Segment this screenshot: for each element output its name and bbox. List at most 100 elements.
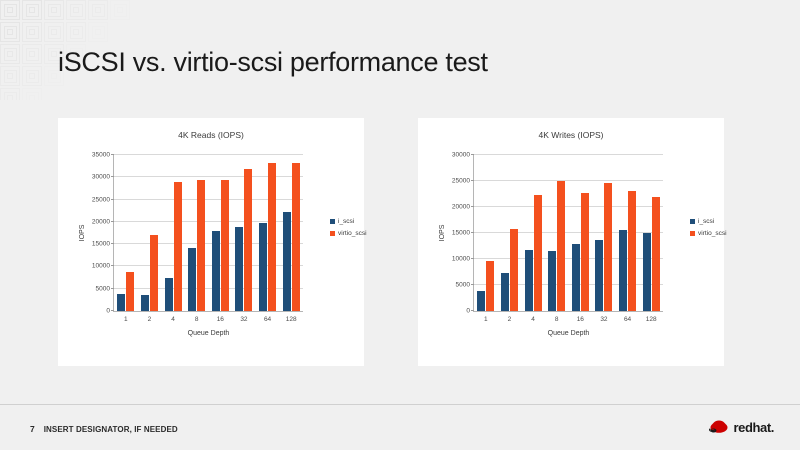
bar-i_scsi[interactable] bbox=[477, 290, 486, 311]
bar-virtio_scsi[interactable] bbox=[149, 235, 158, 311]
bar-group bbox=[616, 155, 640, 311]
bar-group bbox=[592, 155, 616, 311]
bar-group bbox=[498, 155, 522, 311]
gridline bbox=[474, 258, 663, 259]
bar-virtio_scsi[interactable] bbox=[580, 193, 589, 311]
bar-virtio_scsi[interactable] bbox=[628, 190, 637, 311]
bar-virtio_scsi[interactable] bbox=[533, 194, 542, 311]
bar-virtio_scsi[interactable] bbox=[268, 163, 277, 311]
x-axis: 1 2 4 8 16 32 64 128 bbox=[474, 311, 663, 323]
bar-group bbox=[545, 155, 569, 311]
bar-i_scsi[interactable] bbox=[164, 277, 173, 311]
x-axis-tick-label: 32 bbox=[240, 316, 248, 323]
legend-item-i_scsi[interactable]: i_scsi bbox=[330, 218, 367, 225]
bar-i_scsi[interactable] bbox=[211, 231, 220, 311]
x-axis-tick-label: 128 bbox=[645, 316, 657, 323]
bar-i_scsi[interactable] bbox=[282, 212, 291, 311]
bar-virtio_scsi[interactable] bbox=[244, 168, 253, 311]
gridline bbox=[114, 287, 303, 289]
y-axis-tick-mark bbox=[471, 154, 474, 155]
gridline bbox=[114, 243, 303, 245]
x-axis-tick-label: 64 bbox=[263, 316, 272, 323]
y-axis-tick-mark bbox=[111, 154, 114, 155]
y-axis-label: IOPS bbox=[78, 224, 86, 242]
gridline bbox=[114, 220, 303, 222]
bar-i_scsi[interactable] bbox=[571, 243, 580, 311]
bar-i_scsi[interactable] bbox=[117, 293, 126, 311]
legend-swatch-icon bbox=[330, 231, 335, 236]
y-axis-tick-mark bbox=[111, 310, 114, 311]
x-axis: 1 2 4 8 16 32 64 128 bbox=[114, 311, 303, 323]
x-axis-label: Queue Depth bbox=[187, 330, 230, 337]
y-axis-tick-label: 25000 bbox=[91, 196, 110, 204]
chart-panel-reads: 4K Reads (IOPS) 0 5000 10000 15000 20000 25000… bbox=[58, 118, 367, 366]
gridline bbox=[114, 176, 303, 178]
bar-i_scsi[interactable] bbox=[259, 222, 268, 311]
bar-virtio_scsi[interactable] bbox=[197, 180, 206, 311]
x-axis-tick-label: 16 bbox=[216, 316, 224, 323]
gridline bbox=[114, 154, 303, 155]
bar-i_scsi[interactable] bbox=[595, 240, 604, 311]
chart-title: 4K Writes (IOPS) bbox=[538, 130, 604, 140]
y-axis-tick-mark bbox=[471, 258, 474, 259]
bar-virtio_scsi[interactable] bbox=[126, 272, 135, 311]
legend-item-virtio_scsi[interactable]: virtio_scsi bbox=[330, 230, 367, 237]
legend-item-i_scsi[interactable]: i_scsi bbox=[690, 218, 727, 225]
chart-panel-writes: 4K Writes (IOPS) 0 5000 10000 15000 20000 2500… bbox=[418, 118, 727, 366]
legend-swatch-icon bbox=[330, 219, 335, 224]
bar-virtio_scsi[interactable] bbox=[220, 179, 229, 311]
bar-virtio_scsi[interactable] bbox=[173, 181, 182, 311]
y-axis-tick-mark bbox=[111, 198, 114, 200]
bar-i_scsi[interactable] bbox=[619, 230, 628, 311]
y-axis-tick-mark bbox=[471, 310, 474, 311]
y-axis-tick-label: 25000 bbox=[451, 177, 470, 185]
gridline bbox=[114, 265, 303, 267]
x-axis-tick-label: 8 bbox=[194, 316, 199, 323]
bar-i_scsi[interactable] bbox=[188, 248, 197, 311]
x-axis-tick-label: 1 bbox=[124, 316, 128, 323]
gridline bbox=[474, 180, 663, 181]
bar-group bbox=[114, 155, 138, 311]
y-axis-tick-label: 10000 bbox=[451, 255, 470, 263]
bar-group bbox=[569, 155, 593, 311]
bar-virtio_scsi[interactable] bbox=[557, 181, 566, 311]
legend-label: virtio_scsi bbox=[698, 230, 727, 237]
gridline bbox=[474, 284, 663, 285]
bar-i_scsi[interactable] bbox=[548, 251, 557, 311]
bar-virtio_scsi[interactable] bbox=[651, 196, 660, 311]
bar-virtio_scsi[interactable] bbox=[604, 182, 613, 311]
bar-virtio_scsi[interactable] bbox=[291, 162, 300, 311]
gridline bbox=[474, 154, 663, 155]
bar-i_scsi[interactable] bbox=[235, 227, 244, 311]
gridline bbox=[474, 232, 663, 233]
bar-group bbox=[256, 155, 280, 311]
y-axis-tick-mark bbox=[471, 180, 474, 181]
bar-group bbox=[474, 155, 498, 311]
y-axis-tick-mark bbox=[111, 243, 114, 245]
bar-virtio_scsi[interactable] bbox=[486, 261, 495, 311]
brand-wordmark: redhat. bbox=[733, 419, 774, 435]
bars-layer bbox=[474, 155, 663, 311]
bar-i_scsi[interactable] bbox=[500, 272, 509, 311]
bar-i_scsi[interactable] bbox=[524, 249, 533, 311]
legend-label: i_scsi bbox=[338, 218, 355, 225]
x-axis-tick-label: 16 bbox=[576, 316, 584, 323]
y-axis-tick-label: 15000 bbox=[451, 229, 470, 237]
plot-area: 0 5000 10000 15000 20000 25000 30000 35000 IOPS 1… bbox=[79, 152, 303, 337]
bars-layer bbox=[114, 155, 303, 311]
bar-i_scsi[interactable] bbox=[140, 294, 149, 311]
redhat-logo: redhat. bbox=[707, 419, 774, 435]
y-axis-tick-label: 30000 bbox=[91, 173, 110, 181]
bar-group bbox=[639, 155, 663, 311]
chart-legend: i_scsi virtio_scsi bbox=[330, 218, 367, 242]
bar-i_scsi[interactable] bbox=[642, 232, 651, 311]
x-axis-tick-label: 4 bbox=[531, 316, 535, 323]
legend-item-virtio_scsi[interactable]: virtio_scsi bbox=[690, 230, 727, 237]
y-axis-tick-label: 15000 bbox=[91, 240, 110, 248]
y-axis-tick-mark bbox=[111, 287, 114, 289]
bar-virtio_scsi[interactable] bbox=[509, 229, 518, 311]
y-axis-tick-mark bbox=[471, 206, 474, 207]
chart-legend: i_scsi virtio_scsi bbox=[690, 218, 727, 242]
redhat-fedora-icon bbox=[709, 420, 728, 433]
